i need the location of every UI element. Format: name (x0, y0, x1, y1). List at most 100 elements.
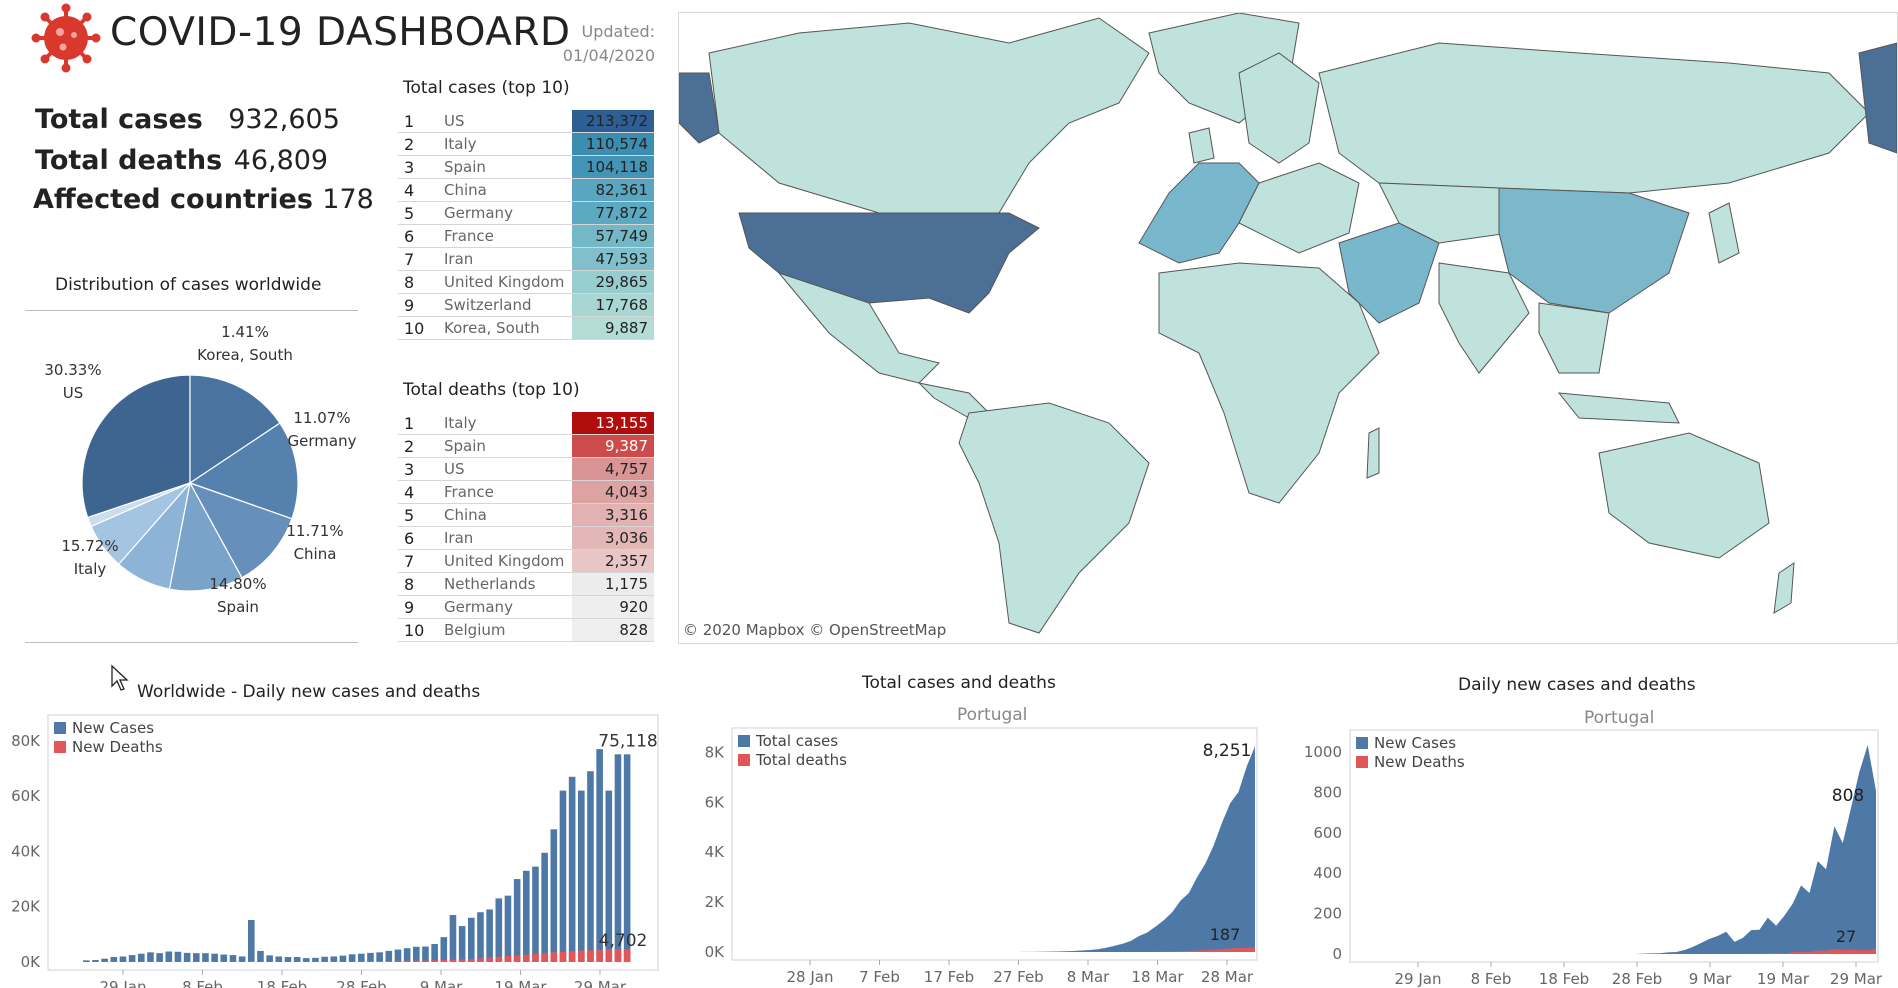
pie-slice[interactable] (86, 482, 191, 528)
bar-new-deaths[interactable] (541, 953, 548, 962)
bar-new-cases[interactable] (293, 957, 301, 962)
bar-new-deaths[interactable] (422, 960, 429, 962)
table-row[interactable]: 6 Iran 3,036 (398, 526, 654, 550)
bar-new-cases[interactable] (147, 952, 154, 962)
bar-new-deaths[interactable] (468, 959, 475, 962)
bar-new-deaths[interactable] (532, 953, 539, 962)
bar-new-cases[interactable] (504, 895, 512, 962)
table-row[interactable]: 5 Germany 77,872 (398, 201, 654, 225)
bar-new-cases[interactable] (532, 866, 539, 962)
bar-new-cases[interactable] (303, 958, 310, 962)
table-row[interactable]: 5 China 3,316 (398, 503, 654, 527)
bar-new-cases[interactable] (229, 955, 237, 962)
bar-new-deaths[interactable] (495, 956, 503, 962)
bar-new-cases[interactable] (358, 953, 365, 962)
bar-new-cases[interactable] (385, 950, 393, 962)
bar-new-cases[interactable] (568, 776, 576, 962)
area-cases[interactable] (1360, 745, 1876, 954)
bar-new-deaths[interactable] (513, 955, 521, 962)
bar-new-cases[interactable] (248, 919, 255, 962)
bar-new-cases[interactable] (110, 957, 118, 962)
bar-new-cases[interactable] (138, 953, 145, 962)
bar-new-cases[interactable] (119, 956, 127, 962)
bar-new-deaths[interactable] (623, 949, 631, 962)
table-row[interactable]: 3 US 4,757 (398, 457, 654, 481)
bar-new-cases[interactable] (165, 951, 173, 962)
table-row[interactable]: 9 Switzerland 17,768 (398, 293, 654, 317)
bar-new-cases[interactable] (596, 749, 603, 962)
bar-new-cases[interactable] (321, 956, 328, 962)
bar-new-deaths[interactable] (614, 949, 622, 962)
bar-new-deaths[interactable] (248, 961, 255, 962)
table-row[interactable]: 1 Italy 13,155 (398, 412, 654, 435)
bar-new-deaths[interactable] (440, 959, 448, 962)
bar-new-cases[interactable] (266, 955, 273, 962)
bar-new-cases[interactable] (578, 790, 585, 962)
pie-slice[interactable] (188, 422, 299, 520)
table-row[interactable]: 8 United Kingdom 29,865 (398, 270, 654, 294)
bar-new-cases[interactable] (257, 950, 264, 962)
bar-new-cases[interactable] (128, 955, 136, 962)
bar-new-cases[interactable] (101, 958, 108, 962)
bar-new-cases[interactable] (559, 790, 567, 962)
table-row[interactable]: 4 France 4,043 (398, 480, 654, 504)
bar-new-cases[interactable] (477, 912, 484, 962)
bar-new-cases[interactable] (403, 948, 411, 962)
bar-new-cases[interactable] (238, 956, 246, 962)
bar-new-deaths[interactable] (403, 960, 411, 962)
table-row[interactable]: 6 France 57,749 (398, 224, 654, 248)
bar-new-cases[interactable] (614, 754, 622, 962)
bar-new-deaths[interactable] (605, 949, 613, 962)
table-row[interactable]: 7 Iran 47,593 (398, 247, 654, 271)
bar-new-cases[interactable] (348, 954, 356, 962)
bar-new-deaths[interactable] (523, 954, 530, 962)
bar-new-deaths[interactable] (550, 952, 558, 962)
bar-new-deaths[interactable] (504, 955, 512, 962)
bar-new-cases[interactable] (523, 870, 530, 962)
table-row[interactable]: 9 Germany 920 (398, 595, 654, 619)
bar-new-cases[interactable] (623, 754, 631, 962)
world-map[interactable]: © 2020 Mapbox © OpenStreetMap (678, 12, 1898, 644)
table-row[interactable]: 10 Korea, South 9,887 (398, 316, 654, 340)
area-deaths[interactable] (1360, 948, 1876, 954)
bar-new-cases[interactable] (193, 953, 200, 962)
bar-new-cases[interactable] (202, 953, 209, 962)
bar-new-deaths[interactable] (339, 961, 347, 962)
table-row[interactable]: 3 Spain 104,118 (398, 155, 654, 179)
pie-chart[interactable]: 30.33% US 15.72% Italy 14.80% Spain 11.71% Chin… (25, 315, 365, 640)
portugal-daily-area-chart[interactable]: 1000 800 600 400 200 0 29 Jan 8 Feb 18 Feb 28 Feb… (1300, 720, 1898, 988)
bar-new-cases[interactable] (367, 952, 374, 962)
portugal-total-area-chart[interactable]: 8K 6K 4K 2K 0K 28 Jan 7 Feb 17 Feb 27 Feb 8 Mar 18… (685, 718, 1265, 988)
bar-new-cases[interactable] (605, 790, 613, 962)
bar-new-cases[interactable] (183, 952, 191, 962)
pie-slice[interactable] (188, 481, 293, 579)
bar-new-deaths[interactable] (458, 959, 466, 962)
bar-new-cases[interactable] (83, 960, 90, 962)
table-row[interactable]: 8 Netherlands 1,175 (398, 572, 654, 596)
map-attribution[interactable]: © 2020 Mapbox © OpenStreetMap (683, 621, 947, 639)
pie-slice[interactable] (81, 374, 191, 519)
bar-new-cases[interactable] (156, 953, 163, 962)
bar-new-deaths[interactable] (449, 959, 457, 962)
pie-slice[interactable] (168, 481, 243, 592)
bar-new-cases[interactable] (339, 955, 347, 962)
worldwide-bar-chart[interactable]: 80K 60K 40K 20K 0K 29 Jan 8 Feb 18 Feb 28 Feb 9 M… (0, 705, 670, 988)
area-deaths[interactable] (742, 947, 1255, 952)
bar-new-deaths[interactable] (394, 960, 402, 962)
bar-new-cases[interactable] (275, 956, 283, 962)
bar-new-cases[interactable] (495, 898, 503, 962)
bar-new-cases[interactable] (174, 951, 182, 962)
bar-new-deaths[interactable] (367, 961, 374, 962)
bar-new-cases[interactable] (587, 771, 594, 962)
bar-new-deaths[interactable] (413, 960, 420, 962)
bar-new-cases[interactable] (92, 960, 99, 962)
bar-new-cases[interactable] (468, 917, 475, 962)
table-row[interactable]: 2 Spain 9,387 (398, 434, 654, 458)
bar-new-deaths[interactable] (568, 951, 576, 962)
table-row[interactable]: 4 China 82,361 (398, 178, 654, 202)
bar-new-cases[interactable] (376, 952, 383, 962)
bar-new-deaths[interactable] (376, 961, 383, 962)
bar-new-cases[interactable] (513, 879, 521, 962)
pie-slice[interactable] (189, 374, 281, 485)
bar-new-deaths[interactable] (477, 958, 484, 962)
